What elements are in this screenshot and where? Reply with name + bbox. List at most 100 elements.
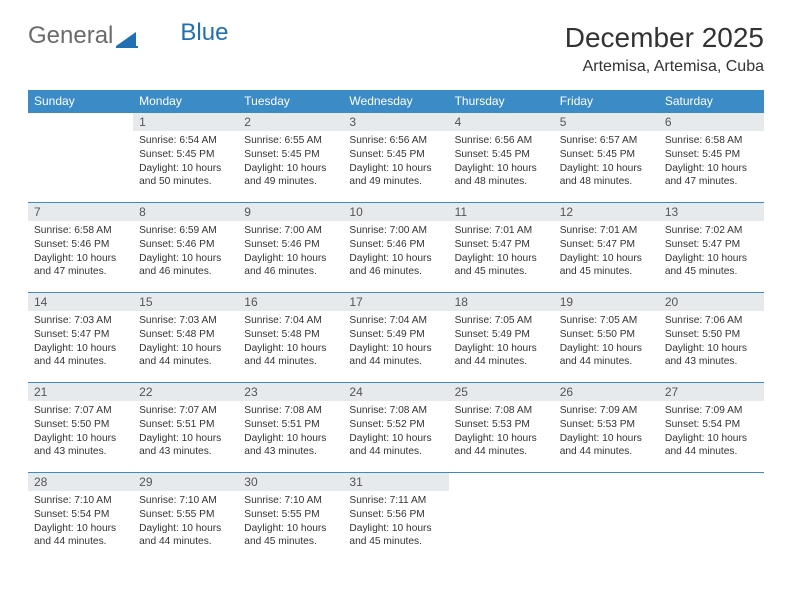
calendar-cell [449, 472, 554, 562]
day-details: Sunrise: 7:08 AMSunset: 5:51 PMDaylight:… [238, 401, 343, 465]
weekday-header: Monday [133, 90, 238, 112]
weekday-header: Friday [554, 90, 659, 112]
day-number: 20 [659, 292, 764, 311]
day-number: 23 [238, 382, 343, 401]
day-number: 27 [659, 382, 764, 401]
calendar-cell: 7Sunrise: 6:58 AMSunset: 5:46 PMDaylight… [28, 202, 133, 292]
day-number: 31 [343, 472, 448, 491]
day-details: Sunrise: 6:56 AMSunset: 5:45 PMDaylight:… [449, 131, 554, 195]
day-number [554, 472, 659, 490]
day-number: 9 [238, 202, 343, 221]
day-number: 28 [28, 472, 133, 491]
day-number: 7 [28, 202, 133, 221]
day-number: 15 [133, 292, 238, 311]
day-number [28, 112, 133, 130]
calendar-cell: 29Sunrise: 7:10 AMSunset: 5:55 PMDayligh… [133, 472, 238, 562]
day-details: Sunrise: 7:07 AMSunset: 5:50 PMDaylight:… [28, 401, 133, 465]
day-details: Sunrise: 7:05 AMSunset: 5:49 PMDaylight:… [449, 311, 554, 375]
day-number: 19 [554, 292, 659, 311]
calendar-cell: 26Sunrise: 7:09 AMSunset: 5:53 PMDayligh… [554, 382, 659, 472]
calendar-cell: 23Sunrise: 7:08 AMSunset: 5:51 PMDayligh… [238, 382, 343, 472]
day-number: 16 [238, 292, 343, 311]
day-number: 5 [554, 112, 659, 131]
calendar-cell: 3Sunrise: 6:56 AMSunset: 5:45 PMDaylight… [343, 112, 448, 202]
calendar-cell: 22Sunrise: 7:07 AMSunset: 5:51 PMDayligh… [133, 382, 238, 472]
day-number: 11 [449, 202, 554, 221]
day-number: 30 [238, 472, 343, 491]
calendar-cell: 28Sunrise: 7:10 AMSunset: 5:54 PMDayligh… [28, 472, 133, 562]
day-details: Sunrise: 7:04 AMSunset: 5:48 PMDaylight:… [238, 311, 343, 375]
calendar-cell: 2Sunrise: 6:55 AMSunset: 5:45 PMDaylight… [238, 112, 343, 202]
calendar-cell: 6Sunrise: 6:58 AMSunset: 5:45 PMDaylight… [659, 112, 764, 202]
calendar-cell: 11Sunrise: 7:01 AMSunset: 5:47 PMDayligh… [449, 202, 554, 292]
weekday-header: Sunday [28, 90, 133, 112]
brand-part1: General [28, 22, 113, 50]
day-number: 26 [554, 382, 659, 401]
day-number [449, 472, 554, 490]
calendar-cell: 5Sunrise: 6:57 AMSunset: 5:45 PMDaylight… [554, 112, 659, 202]
day-details: Sunrise: 7:08 AMSunset: 5:52 PMDaylight:… [343, 401, 448, 465]
day-details: Sunrise: 7:10 AMSunset: 5:55 PMDaylight:… [133, 491, 238, 555]
weekday-header: Saturday [659, 90, 764, 112]
calendar-cell: 8Sunrise: 6:59 AMSunset: 5:46 PMDaylight… [133, 202, 238, 292]
day-number: 29 [133, 472, 238, 491]
calendar-cell: 25Sunrise: 7:08 AMSunset: 5:53 PMDayligh… [449, 382, 554, 472]
weekday-header: Thursday [449, 90, 554, 112]
page-header: General Blue December 2025 Artemisa, Art… [28, 22, 764, 76]
day-details: Sunrise: 7:03 AMSunset: 5:47 PMDaylight:… [28, 311, 133, 375]
calendar-cell [554, 472, 659, 562]
calendar-cell: 13Sunrise: 7:02 AMSunset: 5:47 PMDayligh… [659, 202, 764, 292]
calendar-cell: 18Sunrise: 7:05 AMSunset: 5:49 PMDayligh… [449, 292, 554, 382]
day-details: Sunrise: 7:09 AMSunset: 5:53 PMDaylight:… [554, 401, 659, 465]
day-number: 17 [343, 292, 448, 311]
day-details: Sunrise: 7:09 AMSunset: 5:54 PMDaylight:… [659, 401, 764, 465]
day-number [659, 472, 764, 490]
calendar-cell: 14Sunrise: 7:03 AMSunset: 5:47 PMDayligh… [28, 292, 133, 382]
calendar-cell: 9Sunrise: 7:00 AMSunset: 5:46 PMDaylight… [238, 202, 343, 292]
calendar-cell [28, 112, 133, 202]
day-details: Sunrise: 7:01 AMSunset: 5:47 PMDaylight:… [554, 221, 659, 285]
day-details: Sunrise: 6:59 AMSunset: 5:46 PMDaylight:… [133, 221, 238, 285]
calendar-cell: 1Sunrise: 6:54 AMSunset: 5:45 PMDaylight… [133, 112, 238, 202]
day-number: 12 [554, 202, 659, 221]
day-details: Sunrise: 6:58 AMSunset: 5:46 PMDaylight:… [28, 221, 133, 285]
brand-part2: Blue [180, 19, 228, 47]
day-details: Sunrise: 6:56 AMSunset: 5:45 PMDaylight:… [343, 131, 448, 195]
calendar-cell: 4Sunrise: 6:56 AMSunset: 5:45 PMDaylight… [449, 112, 554, 202]
day-details [659, 490, 764, 540]
day-number: 8 [133, 202, 238, 221]
day-details: Sunrise: 7:10 AMSunset: 5:55 PMDaylight:… [238, 491, 343, 555]
day-details: Sunrise: 7:07 AMSunset: 5:51 PMDaylight:… [133, 401, 238, 465]
day-details: Sunrise: 7:03 AMSunset: 5:48 PMDaylight:… [133, 311, 238, 375]
day-details: Sunrise: 7:01 AMSunset: 5:47 PMDaylight:… [449, 221, 554, 285]
sail-icon [116, 27, 138, 45]
day-number: 13 [659, 202, 764, 221]
day-number: 24 [343, 382, 448, 401]
day-number: 6 [659, 112, 764, 131]
day-details: Sunrise: 7:11 AMSunset: 5:56 PMDaylight:… [343, 491, 448, 555]
calendar-cell: 15Sunrise: 7:03 AMSunset: 5:48 PMDayligh… [133, 292, 238, 382]
day-details: Sunrise: 7:10 AMSunset: 5:54 PMDaylight:… [28, 491, 133, 555]
calendar-cell: 30Sunrise: 7:10 AMSunset: 5:55 PMDayligh… [238, 472, 343, 562]
day-number: 25 [449, 382, 554, 401]
location-label: Artemisa, Artemisa, Cuba [565, 58, 764, 76]
day-number: 14 [28, 292, 133, 311]
weekday-header: Wednesday [343, 90, 448, 112]
weekday-header: Tuesday [238, 90, 343, 112]
day-details: Sunrise: 7:00 AMSunset: 5:46 PMDaylight:… [238, 221, 343, 285]
day-number: 3 [343, 112, 448, 131]
day-number: 2 [238, 112, 343, 131]
calendar-cell: 10Sunrise: 7:00 AMSunset: 5:46 PMDayligh… [343, 202, 448, 292]
day-number: 18 [449, 292, 554, 311]
day-number: 22 [133, 382, 238, 401]
day-number: 1 [133, 112, 238, 131]
brand-logo: General Blue [28, 22, 228, 50]
calendar-cell: 19Sunrise: 7:05 AMSunset: 5:50 PMDayligh… [554, 292, 659, 382]
day-details: Sunrise: 6:54 AMSunset: 5:45 PMDaylight:… [133, 131, 238, 195]
calendar-cell: 24Sunrise: 7:08 AMSunset: 5:52 PMDayligh… [343, 382, 448, 472]
day-details: Sunrise: 7:02 AMSunset: 5:47 PMDaylight:… [659, 221, 764, 285]
day-details: Sunrise: 7:08 AMSunset: 5:53 PMDaylight:… [449, 401, 554, 465]
day-details: Sunrise: 7:06 AMSunset: 5:50 PMDaylight:… [659, 311, 764, 375]
day-details: Sunrise: 6:55 AMSunset: 5:45 PMDaylight:… [238, 131, 343, 195]
day-details: Sunrise: 6:58 AMSunset: 5:45 PMDaylight:… [659, 131, 764, 195]
